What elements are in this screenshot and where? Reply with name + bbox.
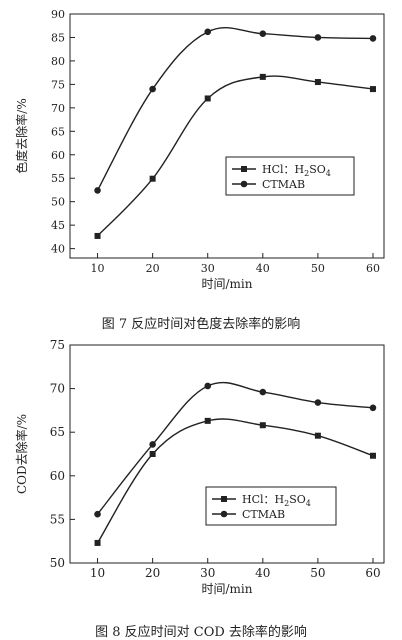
y-tick-label: 90 bbox=[51, 8, 65, 21]
data-point bbox=[204, 417, 211, 424]
series-ctmab bbox=[94, 381, 377, 518]
data-point bbox=[314, 432, 321, 439]
series-ctmab bbox=[94, 27, 377, 194]
legend-marker bbox=[220, 510, 228, 518]
y-tick-label: 65 bbox=[50, 425, 65, 439]
data-point bbox=[204, 28, 212, 36]
data-point bbox=[259, 73, 266, 80]
y-tick-label: 75 bbox=[50, 338, 65, 352]
data-point bbox=[314, 79, 321, 86]
data-point bbox=[314, 399, 322, 406]
data-point bbox=[94, 539, 101, 546]
data-point bbox=[259, 30, 267, 38]
data-point bbox=[259, 388, 267, 396]
data-point bbox=[204, 382, 212, 390]
x-tick-label: 40 bbox=[256, 262, 270, 275]
data-point bbox=[94, 187, 101, 194]
y-tick-label: 70 bbox=[50, 382, 65, 396]
data-point bbox=[369, 35, 377, 42]
y-tick-label: 85 bbox=[51, 31, 65, 44]
data-point bbox=[314, 34, 322, 41]
plot-frame bbox=[69, 13, 385, 259]
x-axis-label: 时间/min bbox=[202, 277, 253, 291]
legend-box bbox=[205, 486, 337, 526]
x-tick-label: 30 bbox=[201, 262, 215, 275]
data-point bbox=[204, 95, 211, 102]
x-tick-label: 50 bbox=[310, 566, 325, 580]
legend-marker bbox=[241, 166, 247, 172]
legend-box bbox=[225, 156, 355, 196]
chart-figure-7: 40 45 50 55 60 65 70 75 80 85 90 10 20 30 40 50 60 时间/min… bbox=[14, 8, 385, 291]
y-tick-label: 60 bbox=[51, 149, 65, 162]
y-tick-label: 50 bbox=[51, 196, 65, 209]
y-tick-label: 55 bbox=[51, 172, 65, 185]
data-point bbox=[149, 175, 156, 182]
data-point bbox=[369, 86, 376, 93]
y-axis-label: 色度去除率/% bbox=[14, 98, 29, 173]
series-line bbox=[97, 75, 374, 237]
y-tick-label: 65 bbox=[51, 125, 65, 138]
x-tick-label: 10 bbox=[91, 262, 105, 275]
y-tick-label: 70 bbox=[51, 102, 65, 115]
y-tick-label: 75 bbox=[51, 78, 65, 91]
data-point bbox=[94, 510, 101, 518]
y-tick-label: 40 bbox=[51, 243, 65, 256]
x-tick-label: 10 bbox=[90, 566, 105, 580]
series-hcl-h2so4 bbox=[94, 73, 376, 239]
x-tick-label: 50 bbox=[311, 262, 325, 275]
y-tick-label: 50 bbox=[50, 556, 65, 570]
x-tick-label: 60 bbox=[365, 566, 380, 580]
y-tick-label: 45 bbox=[51, 219, 65, 232]
legend-label: CTMAB bbox=[262, 178, 305, 191]
legend-marker bbox=[240, 180, 248, 188]
figure-7-caption: 图 7 反应时间对色度去除率的影响 bbox=[101, 317, 301, 332]
figure-8-caption: 图 8 反应时间对 COD 去除率的影响 bbox=[95, 625, 307, 640]
x-tick-label: 20 bbox=[146, 262, 160, 275]
chart-figure-8: 50 55 60 65 70 75 10 20 30 40 50 60 时间/min COD去除率/% HC… bbox=[14, 338, 385, 596]
y-tick-label: 60 bbox=[50, 469, 65, 483]
plot-frame bbox=[69, 344, 385, 564]
legend-label: HCl：H2SO4 bbox=[242, 493, 311, 508]
x-tick-label: 60 bbox=[366, 262, 380, 275]
x-tick-label: 30 bbox=[200, 566, 215, 580]
series-hcl-h2so4 bbox=[94, 417, 376, 546]
y-tick-label: 80 bbox=[51, 55, 65, 68]
data-point bbox=[149, 85, 156, 93]
y-tick-label: 55 bbox=[50, 512, 65, 526]
legend-label: CTMAB bbox=[242, 508, 285, 521]
data-point bbox=[149, 451, 156, 457]
y-axis-label: COD去除率/% bbox=[14, 414, 29, 494]
data-point bbox=[149, 441, 156, 448]
x-tick-label: 20 bbox=[145, 566, 160, 580]
data-point bbox=[259, 422, 266, 429]
legend-marker bbox=[221, 496, 227, 502]
data-point bbox=[369, 452, 376, 459]
data-point bbox=[369, 404, 377, 412]
legend-label: HCl：H2SO4 bbox=[262, 163, 331, 178]
data-point bbox=[94, 232, 101, 239]
x-tick-label: 40 bbox=[255, 566, 270, 580]
x-axis-label: 时间/min bbox=[202, 582, 253, 596]
